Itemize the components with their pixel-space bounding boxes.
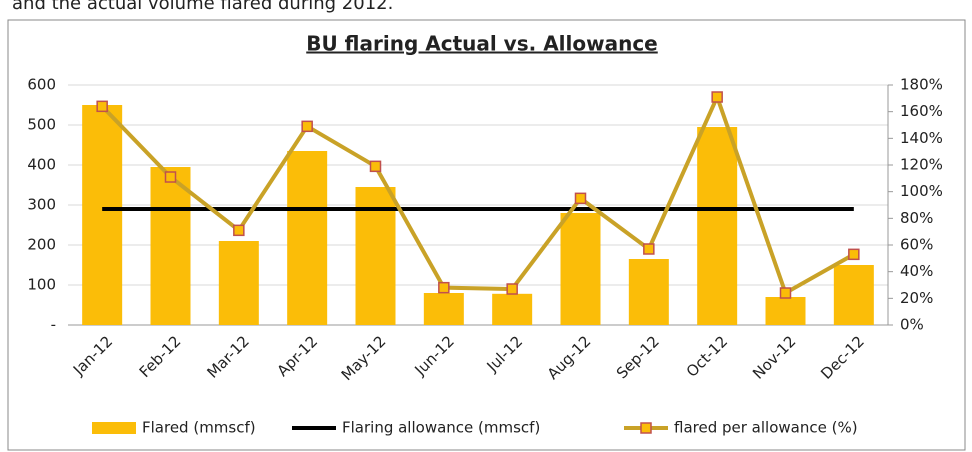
- x-tick-label: May-12: [338, 332, 390, 384]
- legend-swatch: [92, 422, 136, 434]
- chart-border: [7, 19, 966, 451]
- marker: [848, 248, 860, 261]
- marker: [233, 224, 245, 237]
- marker: [301, 120, 313, 133]
- bar: [765, 297, 806, 325]
- x-tick-label: Feb-12: [136, 332, 185, 381]
- bar: [423, 293, 464, 325]
- x-tick-label: Oct-12: [683, 332, 731, 380]
- x-tick-label: Jun-12: [411, 332, 458, 379]
- line: [100, 91, 855, 296]
- y-tick-label: 500: [27, 116, 56, 134]
- marker: [164, 171, 177, 183]
- y2-tick-label: 0%: [900, 316, 924, 334]
- y2-tick-label: 160%: [900, 102, 943, 120]
- bar: [287, 151, 328, 325]
- x-tick-label: Nov-12: [749, 332, 799, 382]
- chart-title: BU flaring Actual vs. Allowance: [306, 32, 658, 56]
- bar: [560, 213, 601, 325]
- y2-tick-label: 120%: [900, 156, 943, 174]
- y-tick-label: 400: [27, 156, 56, 174]
- y2-tick-label: 60%: [900, 236, 933, 254]
- bar: [150, 167, 191, 325]
- x-tick-label: Apr-12: [273, 332, 321, 380]
- y2-tick-label: 140%: [900, 129, 943, 147]
- bar: [492, 293, 533, 325]
- bar: [628, 259, 669, 325]
- y2-tick-label: 100%: [900, 182, 943, 200]
- x-tick-label: Dec-12: [817, 332, 868, 383]
- bar: [82, 105, 123, 325]
- legend-label: Flared (mmscf): [142, 419, 256, 437]
- caption: and the actual volume flared during 2012…: [12, 0, 393, 14]
- marker: [369, 160, 382, 173]
- bar: [218, 241, 259, 325]
- y-tick-label: 100: [27, 276, 56, 294]
- y-tick-label: 300: [27, 196, 56, 214]
- y2-tick-label: 180%: [900, 76, 943, 94]
- marker: [574, 192, 587, 205]
- y-tick-label: 200: [27, 236, 56, 254]
- x-tick-label: Sep-12: [613, 332, 663, 382]
- legend-marker: [640, 422, 652, 434]
- x-tick-label: Jul-12: [483, 332, 527, 376]
- marker: [506, 283, 518, 295]
- y2-tick-label: 80%: [900, 209, 933, 227]
- legend-label: flared per allowance (%): [674, 419, 858, 437]
- marker: [779, 287, 792, 299]
- y2-tick-label: 20%: [900, 289, 933, 307]
- x-tick-label: Aug-12: [544, 332, 595, 383]
- y2-tick-label: 40%: [900, 262, 933, 280]
- marker: [96, 100, 108, 113]
- marker: [711, 91, 723, 103]
- y-tick-label: 600: [27, 76, 56, 94]
- bar: [697, 127, 738, 325]
- marker: [438, 281, 450, 294]
- legend-label: Flaring allowance (mmscf): [342, 419, 540, 437]
- x-tick-label: Jan-12: [69, 332, 116, 379]
- x-tick-label: Mar-12: [203, 332, 252, 381]
- y-tick-label: -: [51, 316, 56, 334]
- marker: [643, 243, 655, 255]
- bar: [833, 265, 874, 325]
